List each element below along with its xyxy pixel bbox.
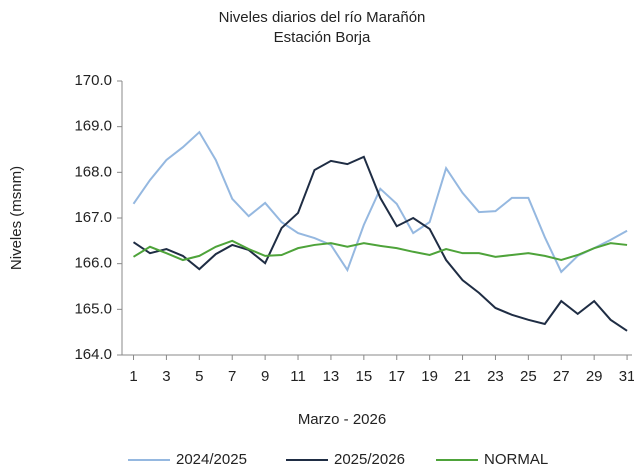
y-tick-label: 169.0 [74,118,112,135]
series-line [132,239,628,262]
x-tick-label: 19 [421,368,438,385]
x-tick-label: 17 [388,368,405,385]
y-tick-label: 165.0 [74,300,112,317]
x-tick-label: 1 [129,368,137,385]
x-tick-label: 25 [520,368,537,385]
legend-label: 2025/2026 [334,451,405,468]
chart-subtitle: Estación Borja [274,29,371,46]
x-tick-label: 9 [261,368,269,385]
x-tick-label: 7 [228,368,236,385]
y-tick-label: 166.0 [74,255,112,272]
legend-label: 2024/2025 [176,451,247,468]
x-tick-label: 31 [619,368,634,385]
x-tick-label: 3 [162,368,170,385]
legend-label: NORMAL [484,451,548,468]
series-line [132,130,628,274]
x-axis-label: Marzo - 2026 [298,411,386,428]
x-tick-label: 15 [355,368,372,385]
series-line [132,155,628,332]
y-tick-label: 168.0 [74,163,112,180]
x-tick-label: 21 [454,368,471,385]
y-axis-label: Niveles (msnm) [8,166,25,270]
x-tick-label: 29 [586,368,603,385]
y-tick-label: 164.0 [74,346,112,363]
x-tick-label: 5 [195,368,203,385]
x-tick-label: 23 [487,368,504,385]
x-tick-label: 13 [323,368,340,385]
x-tick-label: 27 [553,368,570,385]
y-tick-label: 170.0 [74,72,112,89]
chart-title: Niveles diarios del río Marañón [219,9,426,26]
x-tick-label: 11 [290,368,306,385]
y-tick-label: 167.0 [74,209,112,226]
